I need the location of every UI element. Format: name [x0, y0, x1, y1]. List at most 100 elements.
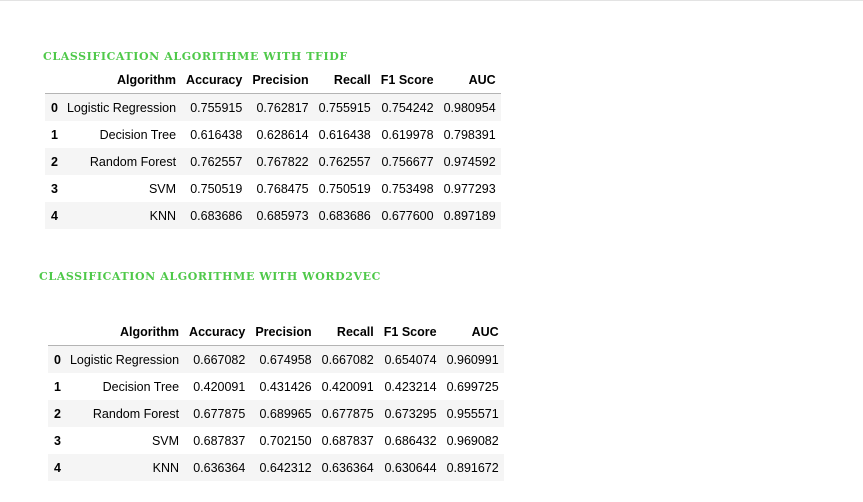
results-table-tfidf: Algorithm Accuracy Precision Recall F1 S… — [45, 66, 501, 229]
metric-cell: 0.686432 — [384, 433, 437, 448]
metric-cell: 0.616438 — [318, 127, 371, 142]
metric-cell: 0.755915 — [318, 100, 371, 115]
metric-cell: 0.755915 — [190, 100, 243, 115]
metric-cell: 0.636364 — [193, 460, 246, 475]
metric-cell: 0.674958 — [259, 352, 312, 367]
metric-cell: 0.687837 — [321, 433, 374, 448]
row-index: 0 — [54, 352, 61, 367]
row-index: 1 — [54, 379, 61, 394]
column-header: Algorithm — [61, 66, 182, 94]
column-header: AUC — [438, 66, 501, 94]
metric-cell: 0.977293 — [443, 181, 496, 196]
metric-cell: 0.673295 — [384, 406, 437, 421]
table-header-row: Algorithm Accuracy Precision Recall F1 S… — [48, 318, 504, 346]
column-header: AUC — [441, 318, 504, 346]
table-row: 2 Random Forest 0.677875 0.689965 0.677875 0.… — [48, 400, 504, 427]
row-index: 3 — [51, 181, 58, 196]
section-title-word2vec: CLASSIFICATION ALGORITHME WITH WORD2VEC — [39, 270, 382, 283]
table-row: 3 SVM 0.750519 0.768475 0.750519 0.753498 0.97… — [45, 175, 501, 202]
metric-cell: 0.616438 — [190, 127, 243, 142]
metric-cell: 0.677875 — [193, 406, 246, 421]
metric-cell: 0.702150 — [259, 433, 312, 448]
metric-cell: 0.762557 — [190, 154, 243, 169]
algorithm-cell: SVM — [148, 181, 177, 196]
metric-cell: 0.654074 — [384, 352, 437, 367]
metric-cell: 0.753498 — [381, 181, 434, 196]
metric-cell: 0.420091 — [193, 379, 246, 394]
column-header: Recall — [316, 318, 379, 346]
row-index: 0 — [51, 100, 58, 115]
column-header: Accuracy — [184, 318, 251, 346]
column-header: Recall — [313, 66, 376, 94]
results-table-word2vec: Algorithm Accuracy Precision Recall F1 S… — [48, 318, 504, 481]
row-index: 3 — [54, 433, 61, 448]
metric-cell: 0.762817 — [256, 100, 309, 115]
column-header: Algorithm — [64, 318, 185, 346]
metric-cell: 0.628614 — [256, 127, 309, 142]
algorithm-cell: Decision Tree — [102, 379, 180, 394]
table-row: 0 Logistic Regression 0.667082 0.674958 0.66… — [48, 345, 504, 373]
row-index: 4 — [54, 460, 61, 475]
metric-cell: 0.689965 — [259, 406, 312, 421]
column-header: F1 Score — [375, 66, 439, 94]
table-row: 2 Random Forest 0.762557 0.767822 0.762557 0.… — [45, 148, 501, 175]
index-header — [48, 318, 65, 346]
metric-cell: 0.897189 — [443, 208, 496, 223]
metric-cell: 0.642312 — [259, 460, 312, 475]
column-header: F1 Score — [378, 318, 442, 346]
metric-cell: 0.683686 — [318, 208, 371, 223]
metric-cell: 0.980954 — [443, 100, 496, 115]
table-row: 1 Decision Tree 0.616438 0.628614 0.616438 0.… — [45, 121, 501, 148]
metric-cell: 0.754242 — [381, 100, 434, 115]
index-header — [45, 66, 62, 94]
metric-cell: 0.630644 — [384, 460, 437, 475]
row-index: 2 — [51, 154, 58, 169]
algorithm-cell: Random Forest — [89, 154, 177, 169]
metric-cell: 0.685973 — [256, 208, 309, 223]
metric-cell: 0.756677 — [381, 154, 434, 169]
metric-cell: 0.420091 — [321, 379, 374, 394]
metric-cell: 0.699725 — [446, 379, 499, 394]
algorithm-cell: Logistic Regression — [66, 100, 177, 115]
algorithm-cell: KNN — [152, 460, 180, 475]
table-header-row: Algorithm Accuracy Precision Recall F1 S… — [45, 66, 501, 94]
metric-cell: 0.677600 — [381, 208, 434, 223]
metric-cell: 0.667082 — [321, 352, 374, 367]
table-row: 1 Decision Tree 0.420091 0.431426 0.420091 0.… — [48, 373, 504, 400]
top-divider — [0, 0, 863, 1]
algorithm-cell: Logistic Regression — [69, 352, 180, 367]
row-index: 2 — [54, 406, 61, 421]
table-row: 4 KNN 0.683686 0.685973 0.683686 0.677600 0.89… — [45, 202, 501, 229]
metric-cell: 0.891672 — [446, 460, 499, 475]
metric-cell: 0.423214 — [384, 379, 437, 394]
metric-cell: 0.683686 — [190, 208, 243, 223]
metric-cell: 0.798391 — [443, 127, 496, 142]
metric-cell: 0.955571 — [446, 406, 499, 421]
metric-cell: 0.768475 — [256, 181, 309, 196]
algorithm-cell: KNN — [149, 208, 177, 223]
metric-cell: 0.750519 — [318, 181, 371, 196]
table-row: 0 Logistic Regression 0.755915 0.762817 0.75… — [45, 93, 501, 121]
metric-cell: 0.762557 — [318, 154, 371, 169]
metric-cell: 0.619978 — [381, 127, 434, 142]
column-header: Precision — [247, 66, 314, 94]
column-header: Accuracy — [181, 66, 248, 94]
row-index: 4 — [51, 208, 58, 223]
metric-cell: 0.750519 — [190, 181, 243, 196]
metric-cell: 0.969082 — [446, 433, 499, 448]
section-title-tfidf: CLASSIFICATION ALGORITHME WITH TFIDF — [43, 50, 348, 63]
metric-cell: 0.687837 — [193, 433, 246, 448]
table-row: 3 SVM 0.687837 0.702150 0.687837 0.686432 0.96… — [48, 427, 504, 454]
algorithm-cell: SVM — [151, 433, 180, 448]
metric-cell: 0.767822 — [256, 154, 309, 169]
algorithm-cell: Decision Tree — [99, 127, 177, 142]
row-index: 1 — [51, 127, 58, 142]
metric-cell: 0.974592 — [443, 154, 496, 169]
metric-cell: 0.636364 — [321, 460, 374, 475]
metric-cell: 0.960991 — [446, 352, 499, 367]
metric-cell: 0.431426 — [259, 379, 312, 394]
column-header: Precision — [250, 318, 317, 346]
metric-cell: 0.677875 — [321, 406, 374, 421]
algorithm-cell: Random Forest — [92, 406, 180, 421]
metric-cell: 0.667082 — [193, 352, 246, 367]
